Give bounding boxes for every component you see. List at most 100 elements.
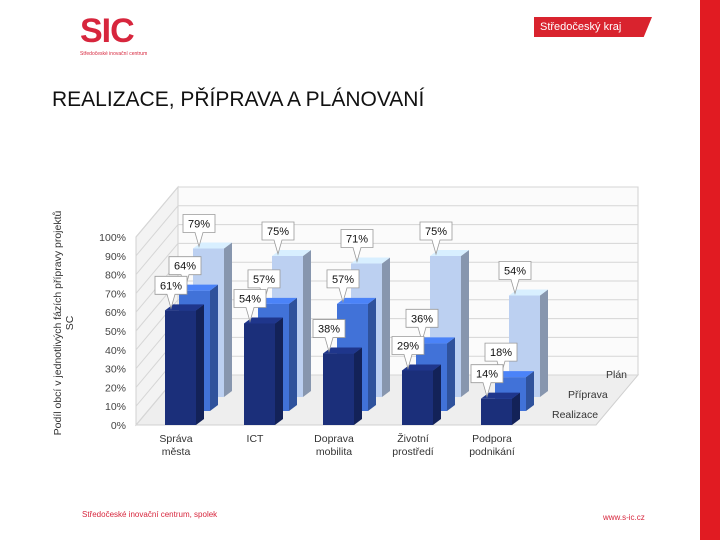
logo-subtitle: Středočeské inovační centrum xyxy=(80,51,148,57)
bar-realizace-3 xyxy=(402,370,433,425)
data-label: 79% xyxy=(188,218,210,230)
page-title: REALIZACE, PŘÍPRAVA A PLÁNOVANÍ xyxy=(52,88,425,111)
data-label: 14% xyxy=(476,369,498,381)
data-label-callout xyxy=(326,269,360,304)
series-label-příprava: Příprava xyxy=(568,389,608,401)
bar-top xyxy=(272,250,311,256)
data-label-callout xyxy=(470,364,504,399)
y-tick-label: 70% xyxy=(105,288,126,300)
bar-side xyxy=(526,371,534,411)
bar-top xyxy=(258,297,297,304)
bar-side xyxy=(196,304,204,425)
y-tick-label: 80% xyxy=(105,270,126,282)
x-tick-label: města xyxy=(162,446,191,458)
y-tick-label: 60% xyxy=(105,307,126,319)
bar-realizace-2 xyxy=(323,353,354,425)
gridline xyxy=(135,205,638,257)
x-tick-label: Doprava xyxy=(314,433,354,445)
series-label-realizace: Realizace xyxy=(552,409,598,421)
data-label: 75% xyxy=(267,226,289,238)
y-tick-label: 0% xyxy=(111,420,126,432)
bar-top xyxy=(416,337,455,344)
data-label-callout xyxy=(312,319,346,354)
data-label: 38% xyxy=(318,324,340,336)
x-tick-label: Podpora xyxy=(472,433,512,445)
y-tick-label: 10% xyxy=(105,401,126,413)
bar-side xyxy=(275,317,283,425)
bar-top xyxy=(430,250,469,256)
bar-top xyxy=(337,297,376,304)
y-tick-label: 50% xyxy=(105,326,126,338)
data-label-callout xyxy=(340,229,374,263)
y-tick-label: 90% xyxy=(105,251,126,263)
x-tick-label: prostředí xyxy=(392,446,434,458)
data-label-callout xyxy=(405,308,439,343)
side-stripe xyxy=(700,0,720,540)
x-tick-label: Správa xyxy=(159,433,192,445)
data-label: 57% xyxy=(332,274,354,286)
region-tag: Středočeský kraj xyxy=(534,17,652,37)
y-tick-label: 40% xyxy=(105,345,126,357)
data-label: 64% xyxy=(174,261,196,273)
data-label-callout xyxy=(154,275,188,310)
y-tick-label: 100% xyxy=(99,232,126,244)
bar-side xyxy=(303,250,311,397)
gridline xyxy=(135,242,638,294)
bar-side xyxy=(382,257,390,397)
data-label-callout xyxy=(391,336,425,370)
y-axis-label: Podíl obcí v jednotlivých fázích příprav… xyxy=(52,210,76,435)
data-label-callout xyxy=(233,289,267,323)
data-label-callout xyxy=(182,214,216,248)
footer-website[interactable]: www.s-ic.cz xyxy=(603,513,645,522)
bar-top xyxy=(509,289,548,296)
bar-top xyxy=(351,257,390,264)
gridline xyxy=(135,299,638,351)
data-label-callout xyxy=(261,221,295,256)
bar-realizace-0 xyxy=(165,310,196,425)
bar-side xyxy=(289,297,297,411)
gridline xyxy=(135,186,638,238)
x-tick-label: Životní xyxy=(397,432,429,445)
data-label: 71% xyxy=(346,234,368,246)
bar-top xyxy=(244,317,283,324)
series-label-plán: Plán xyxy=(606,369,627,381)
bar-top xyxy=(402,364,441,371)
data-label: 29% xyxy=(397,340,419,352)
footer-organization: Středočeské inovační centrum, spolek xyxy=(82,510,218,519)
data-label: 36% xyxy=(411,313,433,325)
x-tick-label: podnikání xyxy=(469,446,515,458)
bar-side xyxy=(540,289,548,397)
data-label-callout xyxy=(498,261,532,295)
data-label: 57% xyxy=(253,274,275,286)
bar-top xyxy=(323,347,362,354)
data-label-callout xyxy=(419,221,453,256)
bar-top xyxy=(165,304,204,311)
data-label: 75% xyxy=(425,226,447,238)
data-label: 18% xyxy=(490,347,512,359)
logo-mark: SIC xyxy=(80,12,135,50)
bar-side xyxy=(368,297,376,411)
bar-side xyxy=(210,284,218,411)
x-tick-label: ICT xyxy=(247,433,265,445)
x-tick-label: mobilita xyxy=(316,446,352,458)
bar-side xyxy=(433,364,441,425)
y-tick-label: 30% xyxy=(105,364,126,376)
gridline xyxy=(135,224,638,275)
bar-top xyxy=(495,371,534,378)
bar-realizace-4 xyxy=(481,398,512,425)
bar-side xyxy=(447,337,455,411)
bar-realizace-1 xyxy=(244,323,275,425)
data-label: 54% xyxy=(239,293,261,305)
bar-side xyxy=(224,242,232,397)
bar-side xyxy=(461,250,469,397)
bar-side xyxy=(354,347,362,425)
y-tick-label: 20% xyxy=(105,382,126,394)
bar-top xyxy=(193,242,232,249)
bar-side xyxy=(512,392,520,425)
data-label: 54% xyxy=(504,265,526,277)
bar-top xyxy=(481,392,520,399)
sic-logo: SIC Středočeské inovační centrum xyxy=(80,14,190,60)
bar-top xyxy=(179,284,218,291)
data-label: 61% xyxy=(160,280,182,292)
